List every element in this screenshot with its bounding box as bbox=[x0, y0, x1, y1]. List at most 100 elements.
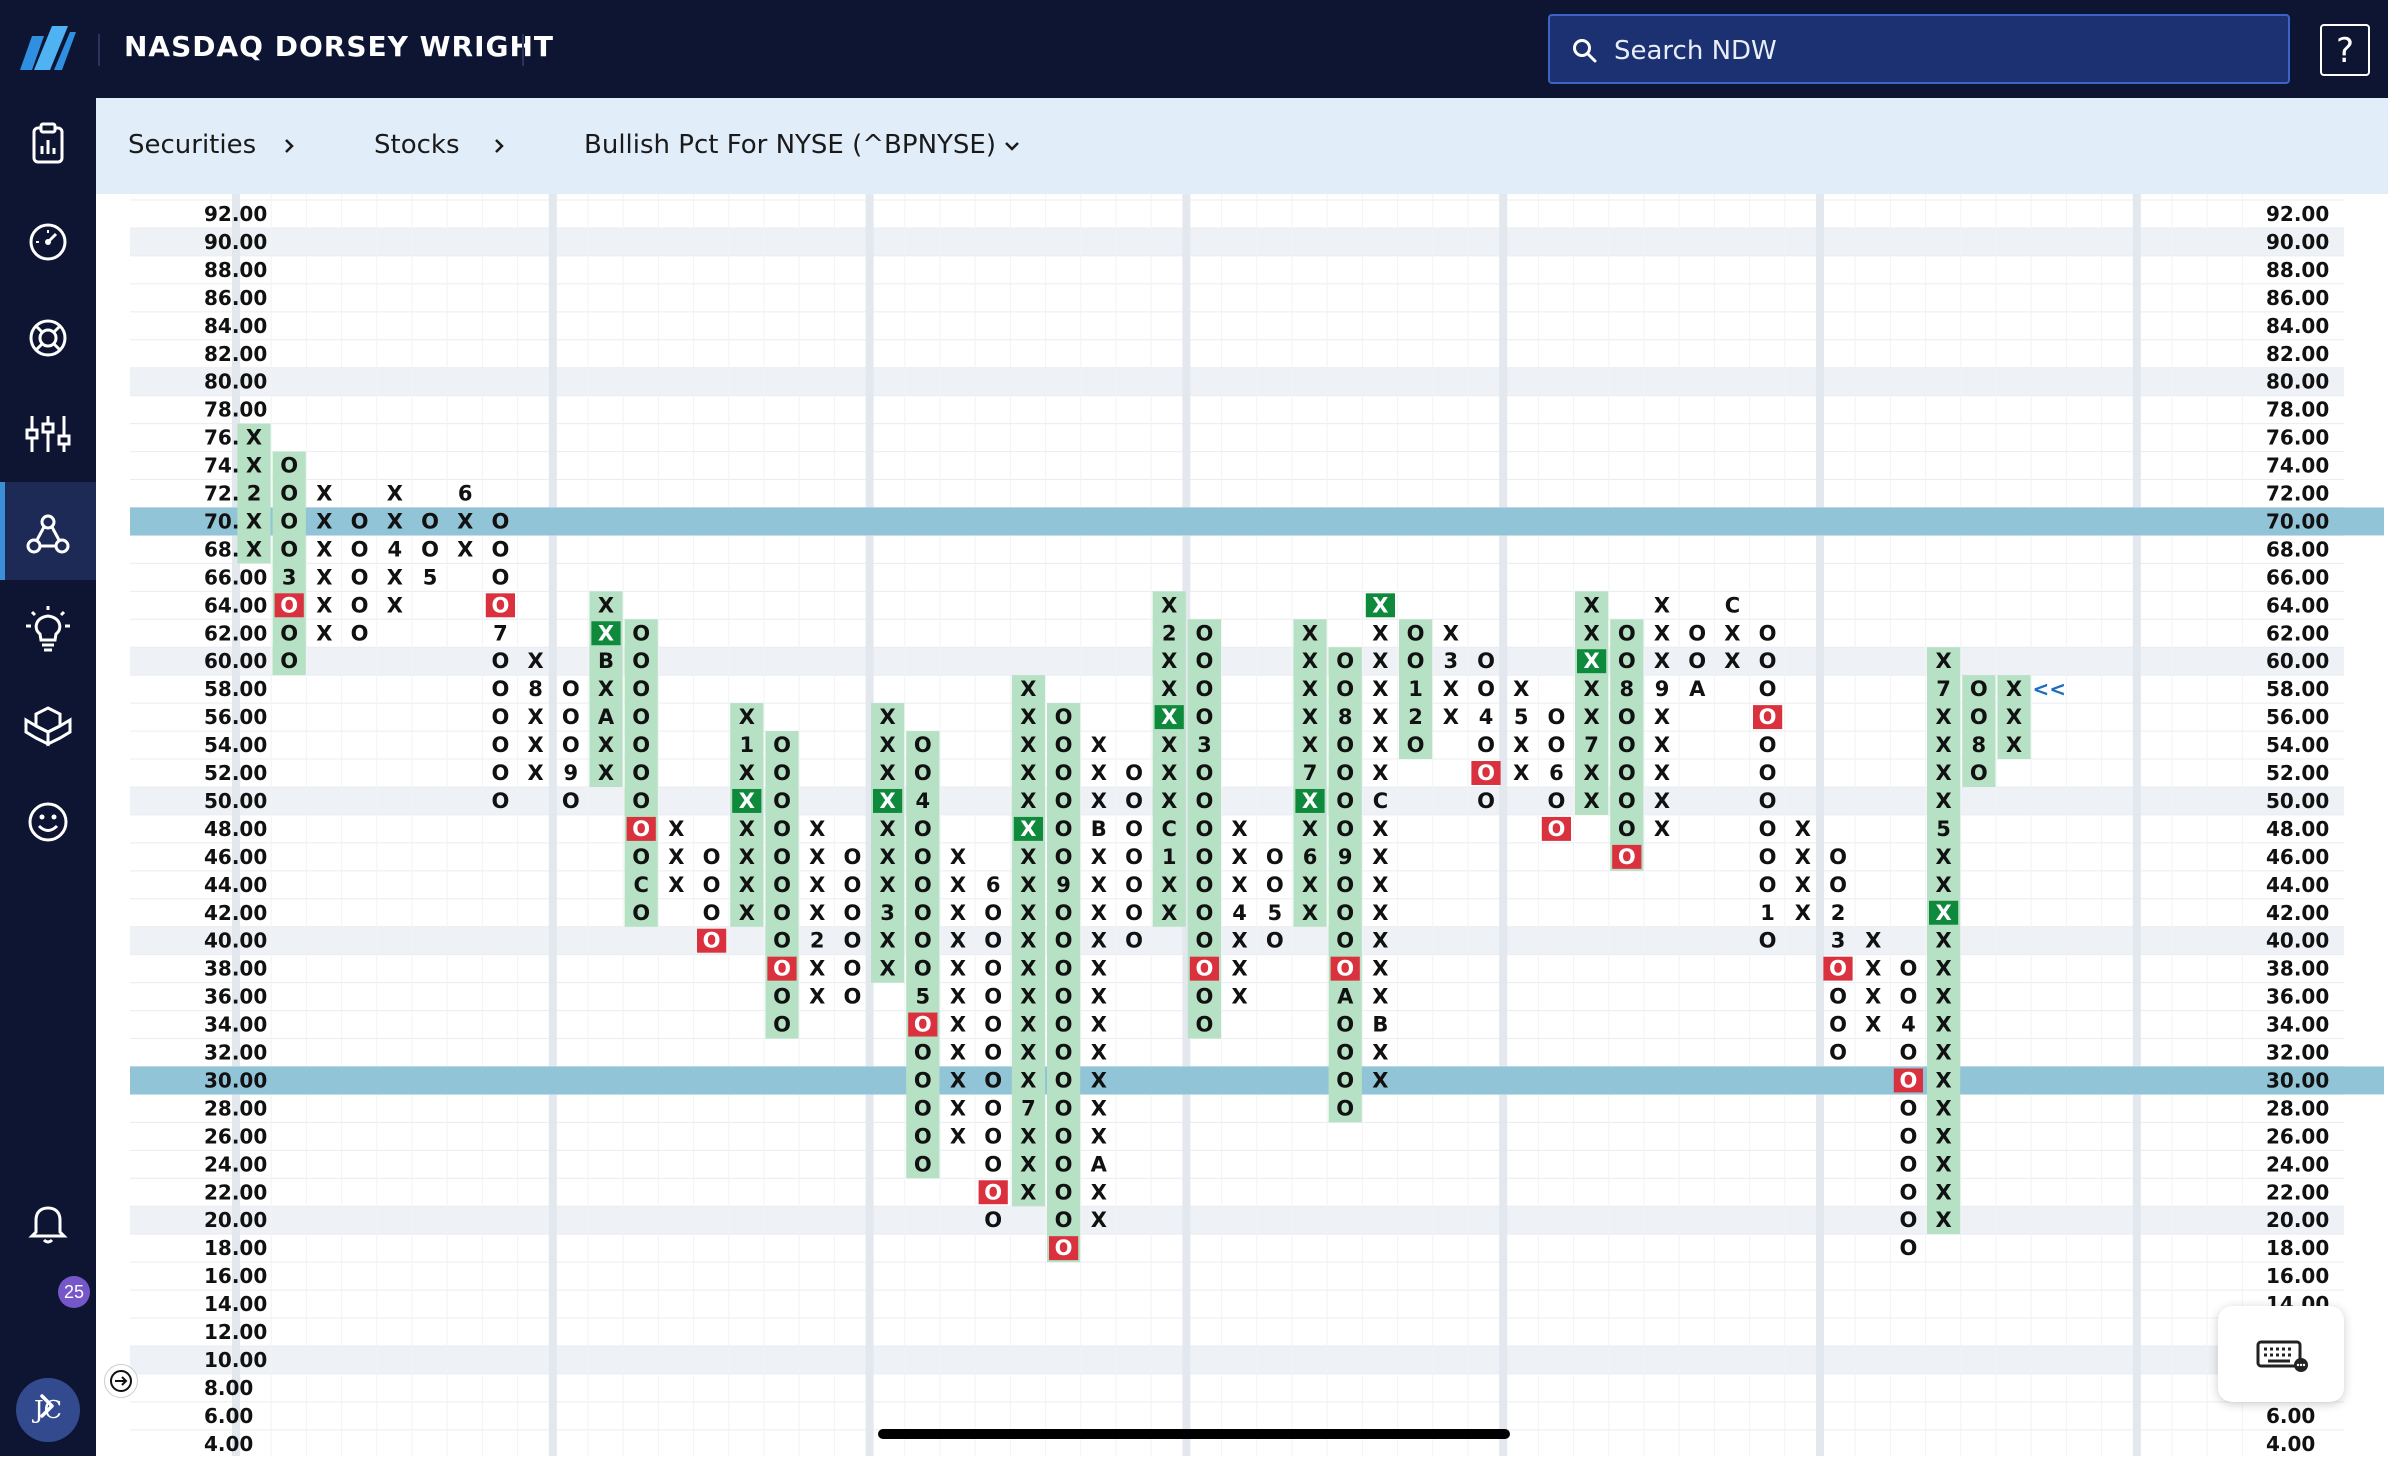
y-tick-label: 8.00 bbox=[204, 1376, 253, 1400]
x-mark: X bbox=[1372, 985, 1388, 1009]
o-mark: O bbox=[914, 873, 932, 897]
x-mark: X bbox=[1654, 817, 1670, 841]
x-mark: X bbox=[1020, 901, 1036, 925]
gridline-band bbox=[130, 647, 2344, 676]
breadcrumb-security-name[interactable]: Bullish Pct For NYSE (^BPNYSE) bbox=[584, 130, 996, 160]
o-mark: O bbox=[1195, 761, 1213, 785]
x-mark: X bbox=[598, 593, 614, 617]
point-and-figure-chart[interactable]: 92.00 92.00 90.00 90.00 88.00 88.00 86.00 86.00… bbox=[96, 194, 2388, 1456]
o-mark: O bbox=[1618, 705, 1636, 729]
x-mark: X bbox=[1583, 621, 1599, 645]
o-mark: O bbox=[1899, 1152, 1917, 1176]
o-column-fill bbox=[906, 731, 940, 1179]
o-mark: O bbox=[1336, 677, 1354, 701]
lifebuoy-icon[interactable] bbox=[22, 312, 74, 364]
o-column-fill bbox=[1610, 619, 1644, 871]
x-mark: X bbox=[1583, 649, 1599, 673]
box-highlight bbox=[732, 788, 762, 813]
search-input[interactable]: Search NDW bbox=[1548, 14, 2290, 84]
o-mark: O bbox=[1336, 957, 1354, 981]
x-mark: X bbox=[1372, 957, 1388, 981]
y-tick-label: 84.00 bbox=[204, 314, 267, 338]
x-mark: X bbox=[1865, 957, 1881, 981]
o-mark: O bbox=[280, 649, 298, 673]
o-mark: O bbox=[1688, 649, 1706, 673]
o-mark: O bbox=[632, 761, 650, 785]
bell-icon[interactable] bbox=[22, 1196, 74, 1248]
o-mark: O bbox=[1618, 845, 1636, 869]
x-mark: X bbox=[1935, 901, 1951, 925]
month-label: 6 bbox=[1303, 845, 1318, 869]
x-mark: X bbox=[1865, 929, 1881, 953]
breadcrumb-securities[interactable]: Securities bbox=[128, 130, 257, 160]
chevron-right-icon bbox=[495, 139, 504, 153]
x-mark: X bbox=[1020, 761, 1036, 785]
o-mark: O bbox=[491, 565, 509, 589]
chart-tools-icon[interactable] bbox=[22, 408, 74, 460]
o-mark: O bbox=[421, 509, 439, 533]
x-mark: X bbox=[457, 509, 473, 533]
chart-collapse-button[interactable] bbox=[104, 1364, 138, 1398]
smiley-icon[interactable] bbox=[22, 796, 74, 848]
x-column-fill bbox=[1575, 591, 1609, 815]
y-tick-label: 30.00 bbox=[204, 1068, 267, 1092]
chevron-down-icon[interactable] bbox=[1000, 132, 1024, 160]
o-mark: O bbox=[351, 593, 369, 617]
network-icon[interactable] bbox=[22, 508, 74, 560]
y-tick-label-right: 48.00 bbox=[2266, 817, 2329, 841]
x-mark: X bbox=[527, 705, 543, 729]
expand-icon[interactable] bbox=[22, 1380, 74, 1432]
y-tick-label-right: 58.00 bbox=[2266, 677, 2329, 701]
x-mark: X bbox=[1231, 845, 1247, 869]
x-mark: X bbox=[316, 509, 332, 533]
x-mark: X bbox=[1231, 957, 1247, 981]
x-mark: X bbox=[1372, 845, 1388, 869]
x-mark: X bbox=[1654, 761, 1670, 785]
modules-icon[interactable] bbox=[22, 700, 74, 752]
o-mark: O bbox=[914, 733, 932, 757]
x-mark: X bbox=[1302, 873, 1318, 897]
ndw-logo-icon[interactable] bbox=[14, 22, 76, 74]
x-mark: X bbox=[1302, 733, 1318, 757]
o-mark: O bbox=[1055, 817, 1073, 841]
o-mark: O bbox=[1477, 761, 1495, 785]
y-tick-label: 42.00 bbox=[204, 901, 267, 925]
o-mark: O bbox=[1759, 621, 1777, 645]
reports-icon[interactable] bbox=[22, 118, 74, 170]
o-mark: O bbox=[1899, 1124, 1917, 1148]
ideas-icon[interactable] bbox=[22, 604, 74, 656]
o-mark: O bbox=[1125, 789, 1143, 813]
x-mark: X bbox=[1020, 817, 1036, 841]
y-tick-label: 62.00 bbox=[204, 621, 267, 645]
y-tick-label-right: 28.00 bbox=[2266, 1096, 2329, 1120]
x-mark: X bbox=[1865, 1013, 1881, 1037]
o-mark: O bbox=[1055, 789, 1073, 813]
o-mark: O bbox=[984, 1041, 1002, 1065]
o-mark: O bbox=[1759, 789, 1777, 813]
o-mark: O bbox=[1195, 845, 1213, 869]
gridline-band bbox=[130, 367, 2344, 396]
help-button[interactable]: ? bbox=[2320, 24, 2370, 76]
month-label: 7 bbox=[1021, 1096, 1036, 1120]
keyboard-shortcuts-button[interactable] bbox=[2218, 1306, 2344, 1402]
box-highlight bbox=[485, 593, 515, 618]
o-mark: O bbox=[703, 901, 721, 925]
breadcrumb-stocks[interactable]: Stocks bbox=[374, 130, 460, 160]
o-mark: O bbox=[984, 1068, 1002, 1092]
o-mark: O bbox=[1336, 1096, 1354, 1120]
o-mark: O bbox=[773, 817, 791, 841]
o-mark: O bbox=[1547, 817, 1565, 841]
box-highlight bbox=[1612, 844, 1642, 869]
o-mark: O bbox=[1829, 1013, 1847, 1037]
x-mark: X bbox=[1161, 593, 1177, 617]
month-label: A bbox=[1689, 677, 1706, 701]
x-mark: X bbox=[1935, 733, 1951, 757]
x-mark: X bbox=[950, 929, 966, 953]
o-mark: O bbox=[1829, 1041, 1847, 1065]
dashboard-icon[interactable] bbox=[22, 214, 74, 266]
o-mark: O bbox=[1759, 845, 1777, 869]
x-mark: X bbox=[1935, 1013, 1951, 1037]
x-mark: X bbox=[316, 565, 332, 589]
month-label: 4 bbox=[915, 789, 930, 813]
o-mark: O bbox=[491, 761, 509, 785]
